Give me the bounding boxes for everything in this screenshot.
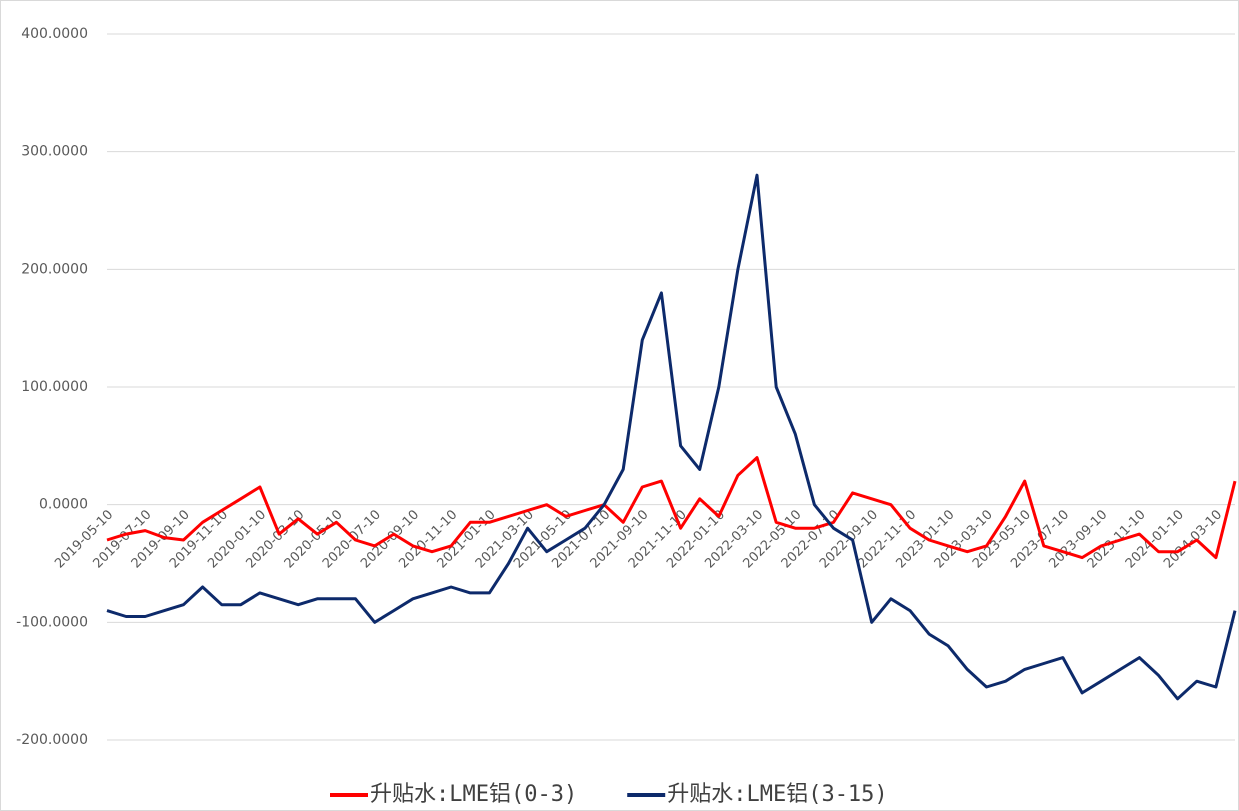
- series-line: [106, 456, 1237, 560]
- y-tick-label: 400.0000: [21, 26, 88, 42]
- y-tick-label: 0.0000: [39, 497, 88, 513]
- legend-label: 升贴水:LME铝(0-3): [370, 782, 577, 807]
- y-tick-label: 200.0000: [21, 261, 88, 277]
- y-tick-label: 300.0000: [21, 144, 88, 160]
- series-line: [106, 173, 1237, 701]
- legend-label: 升贴水:LME铝(3-15): [667, 782, 887, 807]
- y-tick-label: -200.0000: [16, 732, 88, 748]
- y-tick-label: 100.0000: [21, 379, 88, 395]
- y-tick-label: -100.0000: [16, 614, 88, 630]
